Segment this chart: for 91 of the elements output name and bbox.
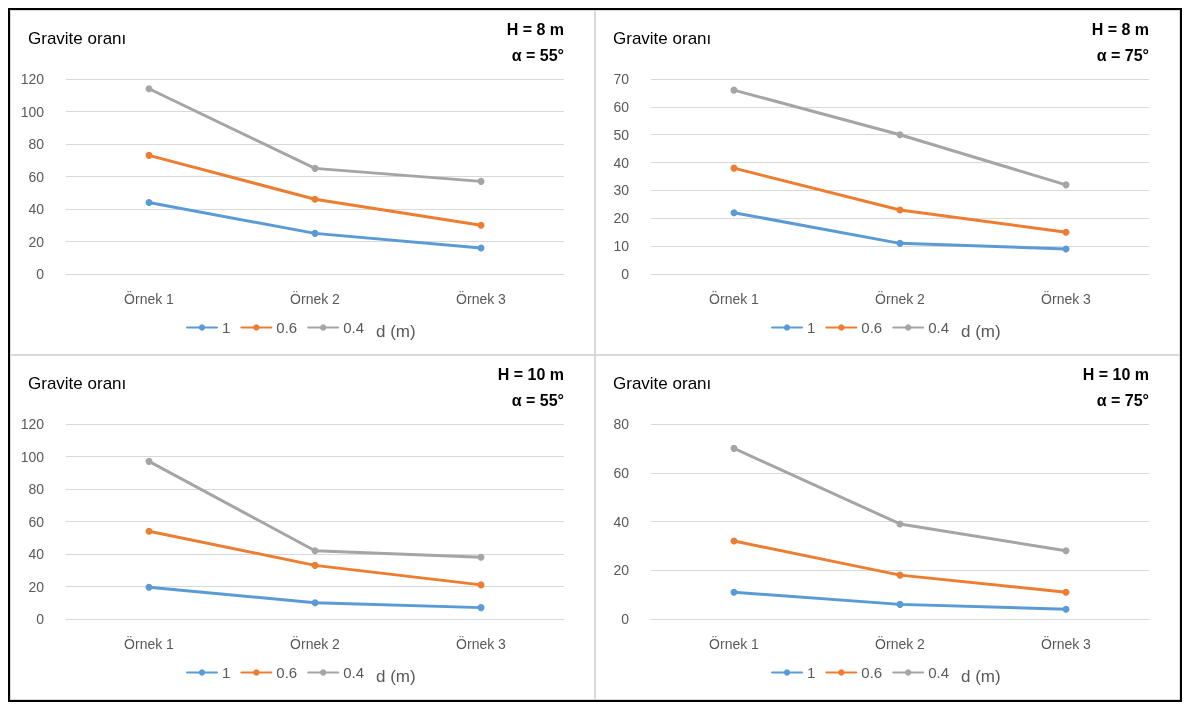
chart-title: Gravite oranı (28, 374, 127, 393)
y-tick-label: 60 (613, 98, 630, 115)
chart-title: Gravite oranı (28, 29, 127, 48)
point (145, 527, 153, 535)
legend-title: d (m) (376, 667, 416, 686)
y-tick-label: 120 (20, 71, 45, 87)
legend-label: 1 (222, 319, 231, 336)
chart-title: Gravite oranı (613, 374, 712, 393)
x-tick-label: Örnek 1 (709, 290, 760, 307)
legend-label: 0.6 (276, 664, 298, 681)
y-tick-label: 60 (28, 168, 45, 185)
point (311, 599, 319, 607)
x-tick-label: Örnek 1 (124, 635, 175, 652)
x-tick-label: Örnek 2 (875, 290, 926, 307)
y-tick-label: 120 (20, 416, 45, 432)
text: α = 55° (511, 46, 564, 64)
legend-title: d (m) (376, 322, 416, 341)
x-tick-label: Örnek 3 (456, 290, 507, 307)
text: H = 10 m (497, 365, 565, 383)
legend-label: 0.4 (928, 664, 950, 681)
y-tick-label: 20 (28, 578, 45, 595)
y-tick-label: 60 (28, 513, 45, 530)
legend-label: 0.4 (928, 319, 950, 336)
y-tick-label: 80 (28, 481, 45, 497)
point (311, 164, 319, 172)
point (311, 547, 319, 555)
text: H = 10 m (1082, 365, 1150, 383)
legend-label: 0.6 (861, 664, 883, 681)
x-tick-label: Örnek 2 (290, 290, 341, 307)
x-tick-label: Örnek 3 (456, 635, 507, 652)
x-tick-label: Örnek 2 (290, 635, 341, 652)
y-tick-label: 40 (28, 546, 45, 562)
legend-label: 0.6 (861, 319, 883, 336)
point (311, 195, 319, 203)
x-tick-label: Örnek 3 (1041, 290, 1092, 307)
point (145, 151, 153, 159)
point (477, 553, 485, 561)
y-tick-label: 50 (613, 126, 630, 143)
point (896, 239, 904, 247)
y-tick-label: 0 (621, 611, 630, 627)
point (1062, 605, 1070, 613)
y-tick-label: 0 (621, 266, 630, 282)
point (477, 604, 485, 612)
point (477, 221, 485, 229)
legend-label: 0.4 (343, 319, 365, 336)
y-tick-label: 20 (28, 233, 45, 250)
point (145, 199, 153, 206)
legend-label: 0.4 (343, 664, 365, 681)
text: α = 55° (511, 391, 564, 409)
text: H = 8 m (506, 20, 564, 38)
y-tick-label: 80 (28, 136, 45, 152)
legend-label: 1 (807, 664, 816, 681)
point (145, 457, 153, 465)
legend-title: d (m) (961, 667, 1001, 686)
y-tick-label: 40 (28, 201, 45, 217)
x-tick-label: Örnek 1 (124, 290, 175, 307)
point (311, 229, 319, 237)
text: α = 75° (1096, 391, 1149, 409)
y-tick-label: 40 (613, 154, 630, 171)
x-tick-label: Örnek 1 (709, 635, 760, 652)
y-tick-label: 70 (613, 71, 630, 87)
point (145, 583, 153, 591)
y-tick-label: 30 (613, 182, 630, 199)
point (311, 561, 319, 569)
point (477, 177, 485, 185)
y-tick-label: 20 (613, 210, 630, 227)
y-tick-label: 40 (613, 513, 630, 530)
point (1062, 228, 1070, 236)
point (145, 85, 153, 93)
y-tick-label: 60 (613, 464, 630, 481)
point (1062, 547, 1070, 555)
legend-title: d (m) (961, 322, 1001, 341)
chart-title: Gravite oranı (613, 29, 712, 48)
y-tick-label: 20 (613, 562, 630, 579)
legend-label: 1 (807, 319, 816, 336)
point (730, 444, 738, 452)
legend-label: 0.6 (276, 319, 298, 336)
legend-label: 1 (222, 664, 231, 681)
y-tick-label: 0 (36, 611, 45, 627)
y-tick-label: 80 (613, 416, 630, 432)
y-tick-label: 0 (36, 266, 45, 282)
y-tick-label: 10 (613, 238, 630, 255)
y-tick-label: 100 (20, 103, 45, 120)
x-tick-label: Örnek 2 (875, 635, 926, 652)
y-tick-label: 100 (20, 448, 45, 465)
x-tick-label: Örnek 3 (1041, 635, 1092, 652)
point (896, 131, 904, 139)
point (730, 209, 738, 217)
text: α = 75° (1096, 46, 1149, 64)
text: H = 8 m (1091, 20, 1149, 38)
point (896, 600, 904, 608)
